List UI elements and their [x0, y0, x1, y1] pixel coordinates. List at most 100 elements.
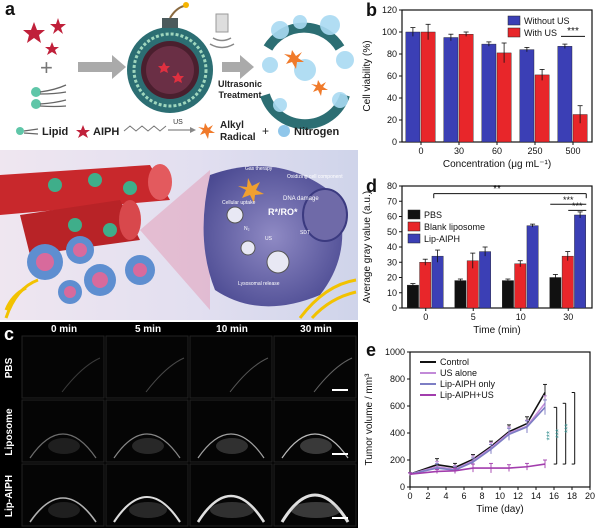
y-tick-label: 50 [387, 227, 397, 237]
ultrasound-wave-icon [4, 278, 357, 320]
label-lysosomal: Lysosomal release [238, 281, 280, 287]
chart-d: 0 10 20 30 40 50 60 70 80 0 5 10 30 Time (min) Average… [362, 181, 593, 336]
bar [481, 43, 497, 143]
cell-membrane-signal [197, 433, 265, 459]
y-tick-label: 200 [390, 455, 405, 465]
plus-sign: + [40, 55, 53, 80]
significance-label: *** [546, 431, 555, 440]
x-tick-label: 30 [563, 312, 573, 322]
panel-a-illustration: + Ultrasonic Treatment [0, 2, 358, 320]
label-sdt: SDT [300, 230, 310, 236]
bar [519, 49, 535, 143]
legend-swatch [407, 221, 421, 232]
chart-e: 0 200 400 600 800 1000 0 2 4 6 8 10 12 14 16 18 20 Time (… [364, 347, 595, 515]
us-treatment-label-2: Treatment [218, 90, 261, 100]
cell-body-signal [291, 502, 341, 518]
legend-swatch [507, 27, 521, 38]
label-oxidizing: Oxidizing cell component [287, 174, 343, 180]
bar [407, 284, 419, 309]
panel-a-letter: a [5, 0, 16, 19]
y-tick-label: 60 [387, 212, 397, 222]
y-tick-label: 30 [387, 257, 397, 267]
x-tick-label: 16 [549, 491, 559, 501]
cell-membrane-signal [281, 433, 349, 459]
x-tick-label: 0 [423, 312, 428, 322]
cell-membrane-signal [113, 433, 181, 459]
column-label: 0 min [51, 324, 77, 335]
legend-label: PBS [424, 210, 442, 220]
x-tick-label: 60 [492, 146, 502, 156]
legend-us: US [173, 119, 183, 126]
y-tick-label: 800 [390, 374, 405, 384]
bar [479, 251, 491, 309]
series-line [409, 392, 546, 475]
row-label: Liposome [4, 408, 15, 456]
bar [557, 46, 573, 143]
x-tick-label: 20 [585, 491, 595, 501]
legend-swatch [407, 233, 421, 244]
cell-membrane-signal [229, 357, 269, 393]
arrow-icon [78, 55, 126, 79]
cell-membrane-signal [29, 433, 97, 459]
bar [496, 52, 512, 143]
x-axis-label: Time (min) [473, 325, 520, 336]
cell-membrane-signal [313, 357, 353, 393]
y-tick-label: 400 [390, 428, 405, 438]
cell-body-signal [210, 502, 254, 518]
legend-label: Without US [524, 16, 570, 26]
y-tick-label: 40 [387, 93, 397, 103]
microscopy-tile [105, 335, 189, 399]
cell-body-signal [300, 438, 332, 454]
label-gas-therapy: Gas therapy [245, 166, 273, 172]
y-tick-label: 70 [387, 196, 397, 206]
bar [454, 280, 467, 309]
legend-label: Lip-AIPH+US [440, 390, 494, 400]
bar [443, 37, 459, 143]
arrow-icon [222, 55, 254, 79]
lipid-molecule-icon [31, 84, 67, 109]
bar [458, 34, 474, 143]
y-tick-label: 10 [387, 288, 397, 298]
bar [419, 262, 432, 309]
legend-alkyl-2: Radical [220, 132, 256, 143]
significance-label: *** [567, 26, 579, 37]
liposome-bomb-icon [127, 2, 213, 113]
x-axis-label: Concentration (μg mL⁻¹) [443, 159, 551, 170]
legend-label: Lip-AIPH only [440, 379, 496, 389]
microscopy-tile [189, 335, 273, 399]
x-tick-label: 30 [454, 146, 464, 156]
y-axis-label: Cell viability (%) [362, 40, 373, 111]
cell-membrane-signal [145, 357, 185, 393]
x-tick-label: 2 [425, 491, 430, 501]
x-tick-label: 18 [567, 491, 577, 501]
series-line [409, 402, 546, 475]
x-tick-label: 12 [513, 491, 523, 501]
y-tick-label: 20 [387, 115, 397, 125]
x-axis-label: Time (day) [476, 504, 523, 515]
x-tick-label: 4 [443, 491, 448, 501]
x-tick-label: 6 [461, 491, 466, 501]
y-tick-label: 20 [387, 273, 397, 283]
bar [405, 31, 421, 143]
y-tick-label: 80 [387, 181, 397, 191]
cell-membrane-signal [113, 496, 181, 523]
y-tick-label: 120 [382, 5, 397, 15]
column-label: 30 min [300, 324, 332, 335]
legend-aiph: AIPH [93, 126, 119, 138]
significance-label: *** [563, 195, 574, 205]
chart-b: 0 20 40 60 80 100 120 0 30 60 250 500 Concentration … [362, 5, 593, 170]
x-tick-label: 10 [516, 312, 526, 322]
cell-membrane-signal [61, 357, 101, 393]
y-tick-label: 60 [387, 71, 397, 81]
y-tick-label: 40 [387, 242, 397, 252]
legend-label: Control [440, 357, 469, 367]
y-tick-label: 0 [392, 137, 397, 147]
y-axis-label: Average gray value (a.u.) [362, 191, 373, 303]
ultrasound-device-icon [209, 13, 235, 49]
microscopy-grid: 0 min 5 min 10 min 30 min PBS Liposome Lip-AIP… [4, 324, 357, 527]
label-cellular-uptake: Cellular uptake [222, 200, 256, 206]
y-tick-label: 100 [382, 27, 397, 37]
microscopy-tile [273, 335, 357, 399]
x-tick-label: 10 [495, 491, 505, 501]
legend-swatch [507, 15, 521, 26]
